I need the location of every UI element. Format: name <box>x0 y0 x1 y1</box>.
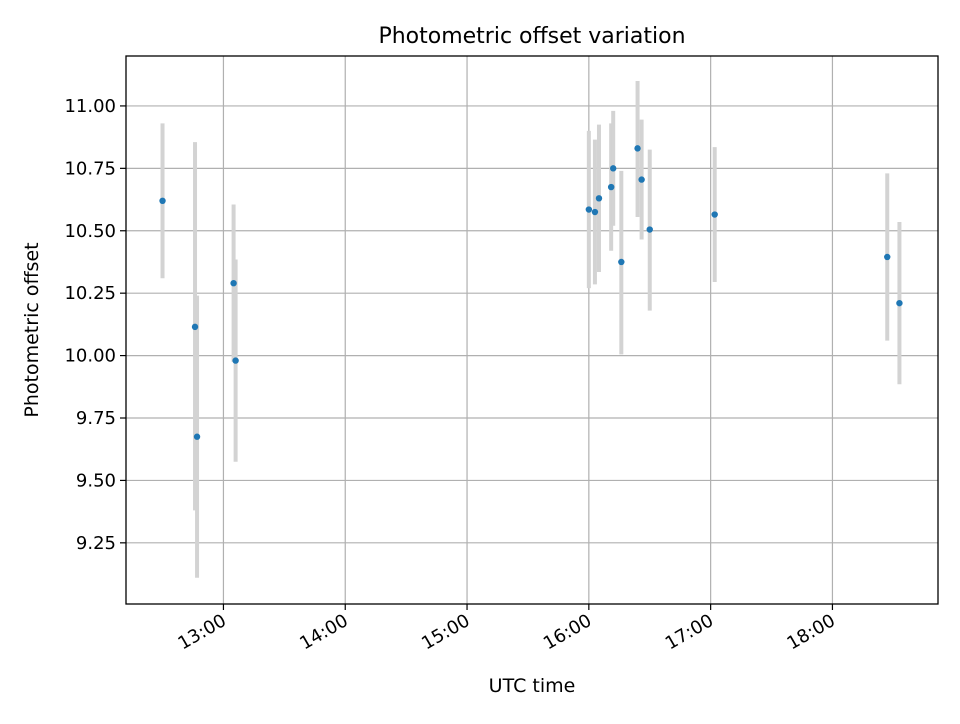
data-point <box>232 357 239 364</box>
data-point <box>585 206 593 213</box>
y-tick-label: 10.25 <box>64 283 116 304</box>
x-tick-label: 16:00 <box>540 610 595 654</box>
x-tick-label: 13:00 <box>175 610 230 654</box>
data-point <box>884 253 891 261</box>
data-point <box>591 208 599 216</box>
data-point <box>610 165 617 172</box>
y-tick-label: 9.50 <box>76 470 116 491</box>
x-tick-label: 15:00 <box>418 610 473 654</box>
y-tick-label: 9.25 <box>76 533 116 554</box>
data-point <box>896 299 903 307</box>
x-axis-ticks: 13:00 14:00 15:00 16:00 17:00 18:00 <box>175 604 839 654</box>
data-point <box>230 279 237 287</box>
data-point <box>607 183 615 191</box>
data-point <box>159 197 166 205</box>
data-point <box>638 176 645 183</box>
x-tick-label: 18:00 <box>784 610 839 654</box>
data-point <box>618 258 625 266</box>
error-bars <box>160 80 902 578</box>
chart-title: Photometric offset variation <box>378 24 685 49</box>
x-tick-label: 14:00 <box>296 610 351 654</box>
data-point <box>191 323 199 331</box>
plot-frame <box>125 55 939 605</box>
y-tick-label: 9.75 <box>76 408 116 429</box>
grid <box>126 56 938 604</box>
y-tick-label: 10.00 <box>64 346 116 367</box>
y-axis-ticks: 9.25 9.50 9.75 10.00 10.25 10.50 10.75 11.00 <box>64 96 126 554</box>
y-tick-label: 11.00 <box>64 96 116 117</box>
data-point <box>193 433 201 440</box>
data-point <box>634 145 641 152</box>
y-tick-label: 10.50 <box>64 221 116 242</box>
data-point <box>711 211 718 218</box>
x-axis-label: UTC time <box>489 675 576 697</box>
data-point <box>595 195 603 202</box>
x-tick-label: 17:00 <box>662 610 717 654</box>
y-axis-label: Photometric offset <box>21 242 43 417</box>
data-point <box>646 226 653 233</box>
data-points <box>159 145 903 440</box>
y-tick-label: 10.75 <box>64 158 116 179</box>
